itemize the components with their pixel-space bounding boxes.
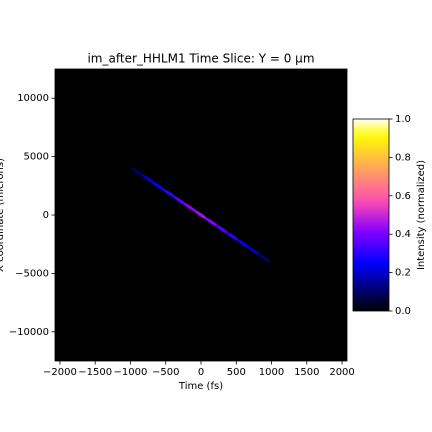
x-tick-label: −1000 [114, 367, 148, 378]
colorbar [352, 118, 390, 312]
colorbar-tick-label: 0.2 [395, 268, 411, 279]
heatmap-cell [204, 217, 219, 227]
x-tick-label: 500 [227, 367, 246, 378]
colorbar-tick-label: 0.0 [395, 306, 411, 317]
heatmap-cell [257, 253, 272, 263]
heatmap-cell [162, 188, 176, 199]
colorbar-label: Intensity (normalized) [416, 160, 427, 270]
y-tick-label: −10000 [9, 327, 49, 338]
heatmap-cell [236, 239, 250, 249]
x-tick-label: −1500 [78, 367, 112, 378]
y-tick-label: −5000 [15, 268, 49, 279]
heatmap-cell [215, 224, 229, 235]
chart-title: im_after_HHLM1 Time Slice: Y = 0 µm [87, 52, 314, 66]
x-tick-label: −500 [152, 367, 179, 378]
x-tick-label: 1000 [259, 367, 284, 378]
heatmap-cell [226, 231, 240, 242]
heatmap-cell [152, 181, 166, 191]
heatmap-cell [194, 210, 208, 220]
x-tick-label: 1500 [294, 367, 319, 378]
x-tick-label: −2000 [43, 367, 77, 378]
y-tick-label: 0 [43, 210, 49, 221]
colorbar-tick-label: 1.0 [395, 114, 411, 125]
y-tick-label: 10000 [17, 93, 49, 104]
x-tick-label: 0 [198, 367, 204, 378]
heatmap-cell [141, 174, 155, 184]
heatmap-cell [183, 203, 198, 213]
colorbar-tick-label: 0.4 [395, 229, 411, 240]
x-tick-label: 2000 [329, 367, 354, 378]
heatmap-cell [173, 195, 187, 206]
colorbar-tick-label: 0.8 [395, 152, 411, 163]
y-axis-label: X coordinate (microns) [0, 158, 6, 272]
colorbar-tick-label: 0.6 [395, 191, 411, 202]
heatmap [130, 167, 272, 263]
x-axis-label: Time (fs) [178, 381, 223, 392]
heatmap-cell [130, 167, 145, 177]
y-tick-label: 5000 [24, 152, 49, 163]
heatmap-cell [247, 246, 261, 256]
